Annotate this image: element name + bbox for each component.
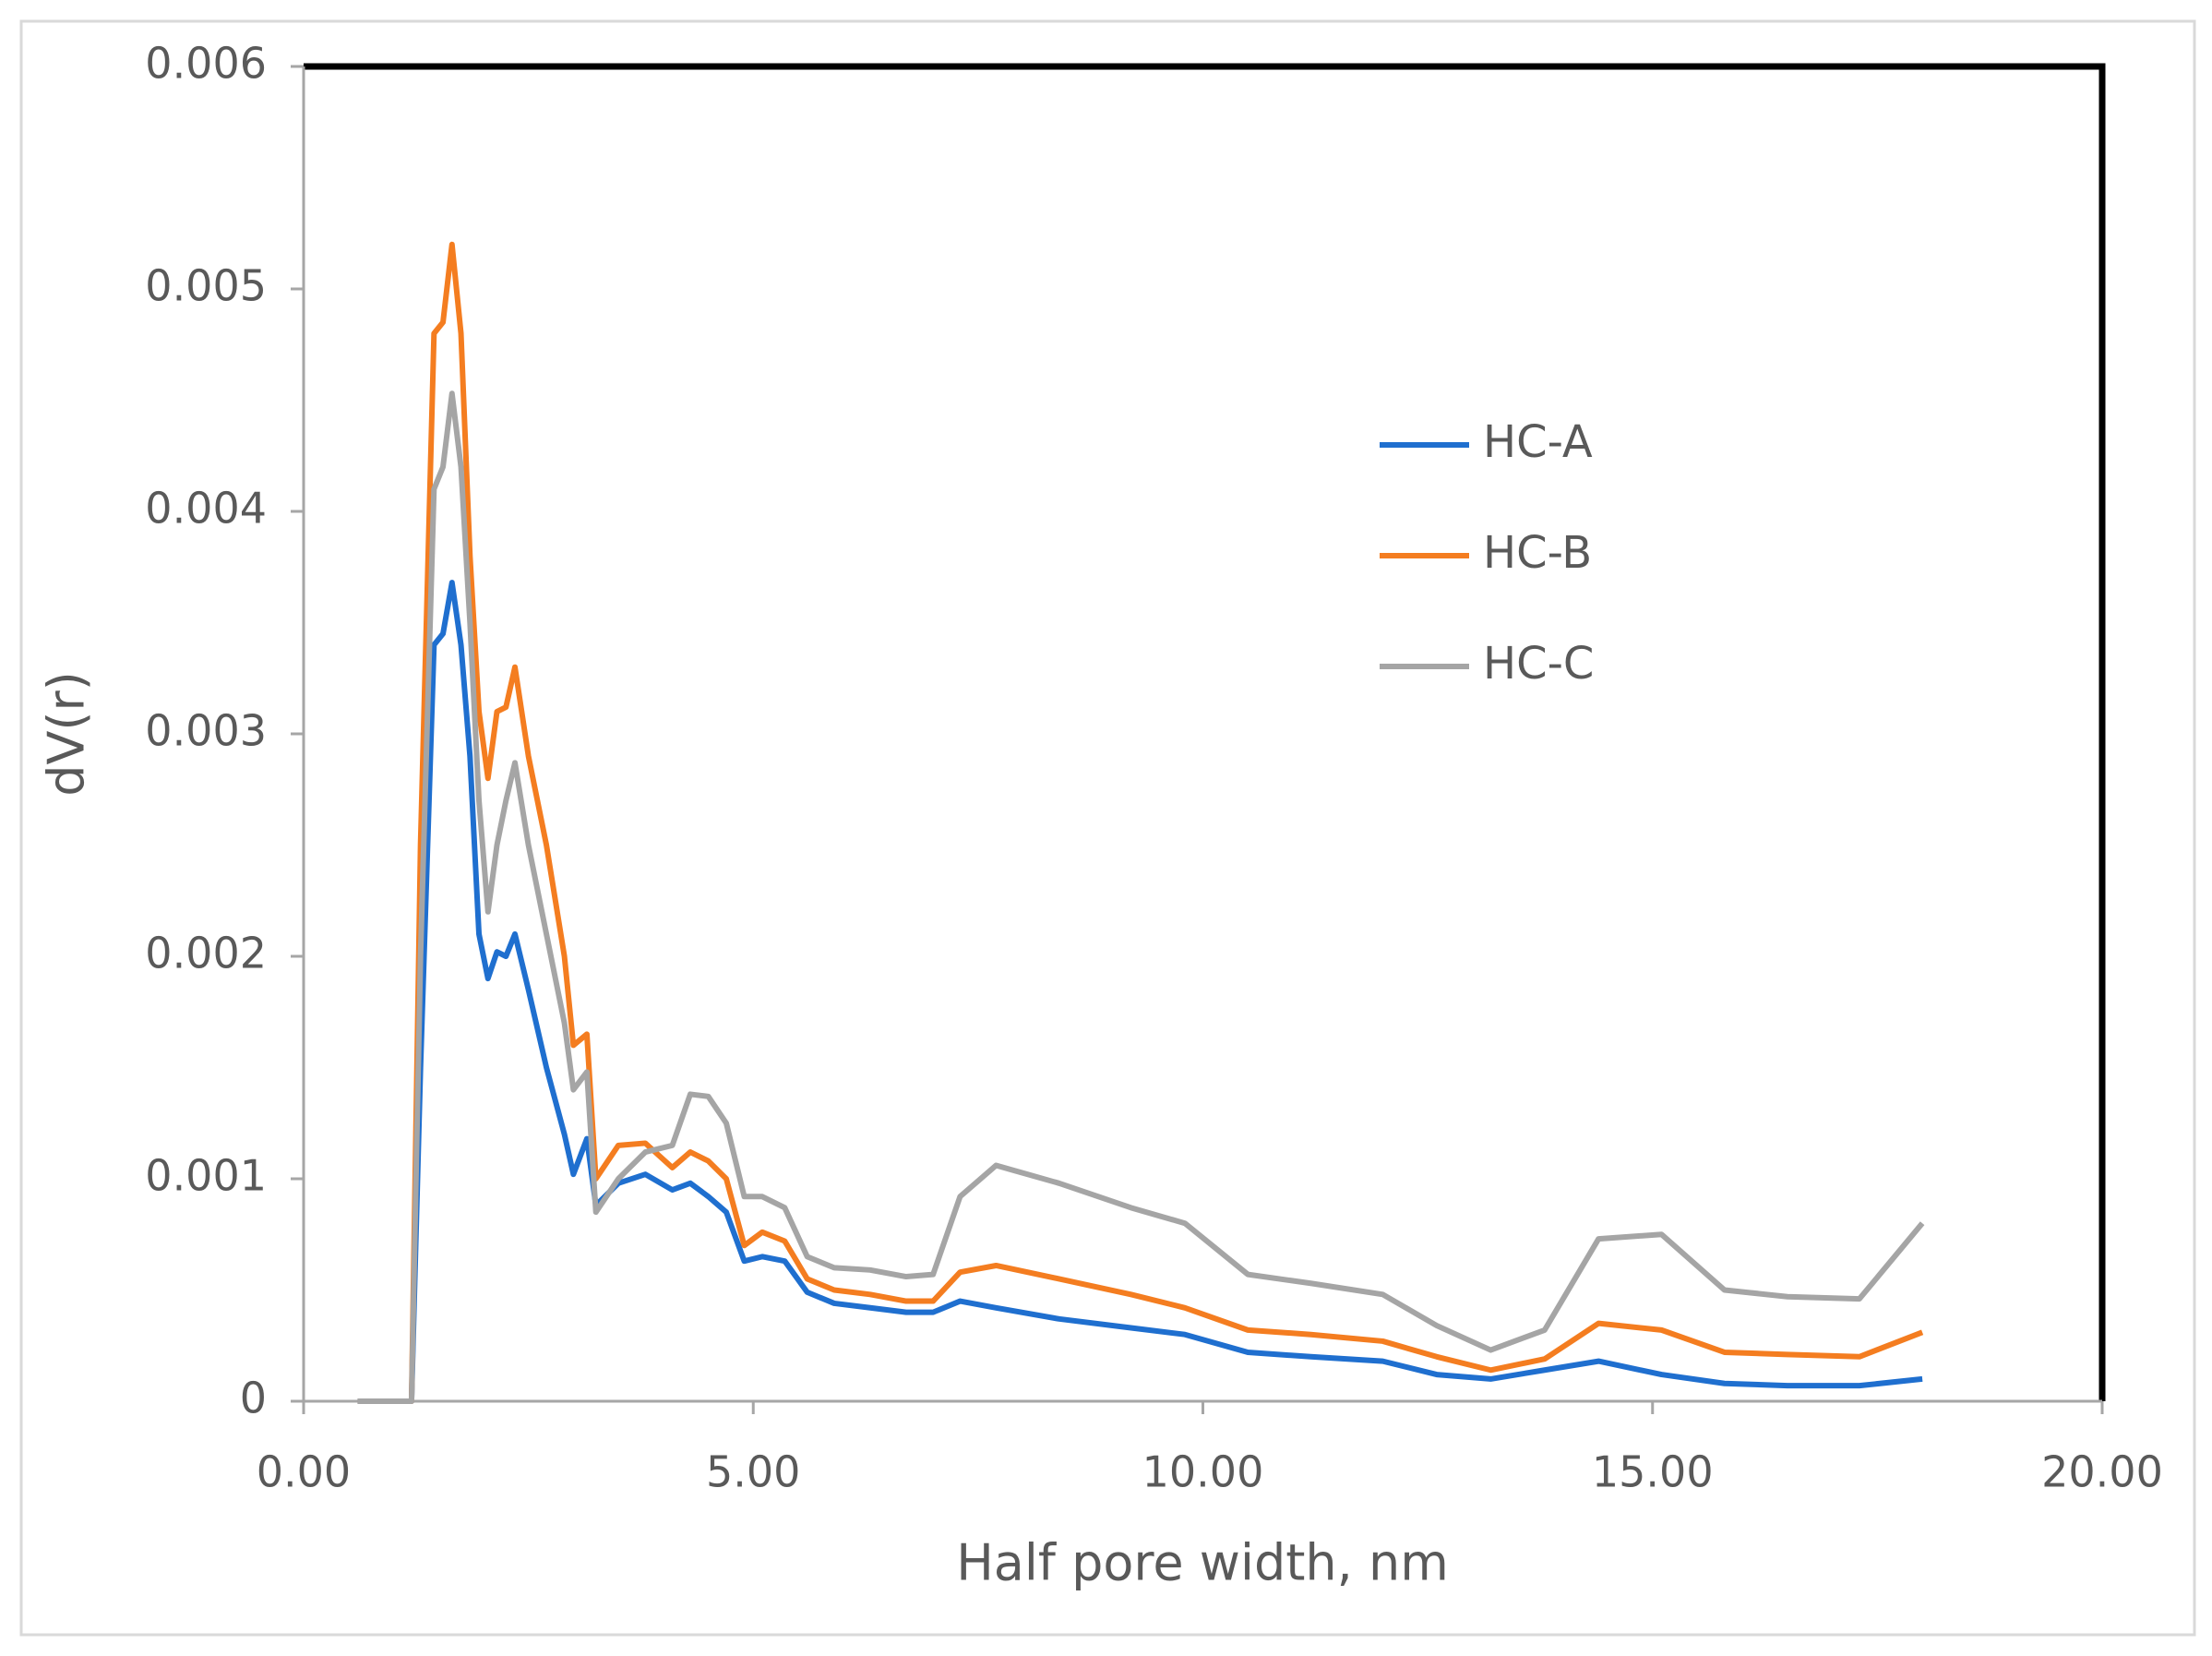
x-tick-label: 0.00 [257, 1447, 351, 1497]
x-tick-label: 20.00 [2041, 1447, 2163, 1497]
y-axis-title: dV(r) [38, 671, 96, 797]
y-tick-label: 0.001 [145, 1151, 267, 1201]
y-tick-label: 0.004 [145, 484, 267, 534]
series-line [357, 390, 1925, 1404]
x-tick-label: 5.00 [706, 1447, 800, 1497]
legend-label: HC-A [1483, 416, 1593, 468]
chart-border [19, 19, 2196, 1637]
legend-label: HC-C [1483, 638, 1594, 690]
x-tick-label: 15.00 [1592, 1447, 1714, 1497]
series-line [357, 580, 1923, 1404]
y-tick-label: 0.003 [145, 706, 267, 756]
y-tick-label: 0.006 [145, 39, 267, 89]
x-axis-title: Half pore width, nm [956, 1534, 1449, 1592]
series-line [357, 241, 1924, 1404]
x-tick-label: 10.00 [1142, 1447, 1264, 1497]
plot-frame [304, 63, 2106, 1401]
y-tick-label: 0 [240, 1374, 267, 1423]
y-tick-label: 0.005 [145, 261, 267, 311]
y-tick-label: 0.002 [145, 929, 267, 978]
legend-label: HC-B [1483, 527, 1592, 579]
